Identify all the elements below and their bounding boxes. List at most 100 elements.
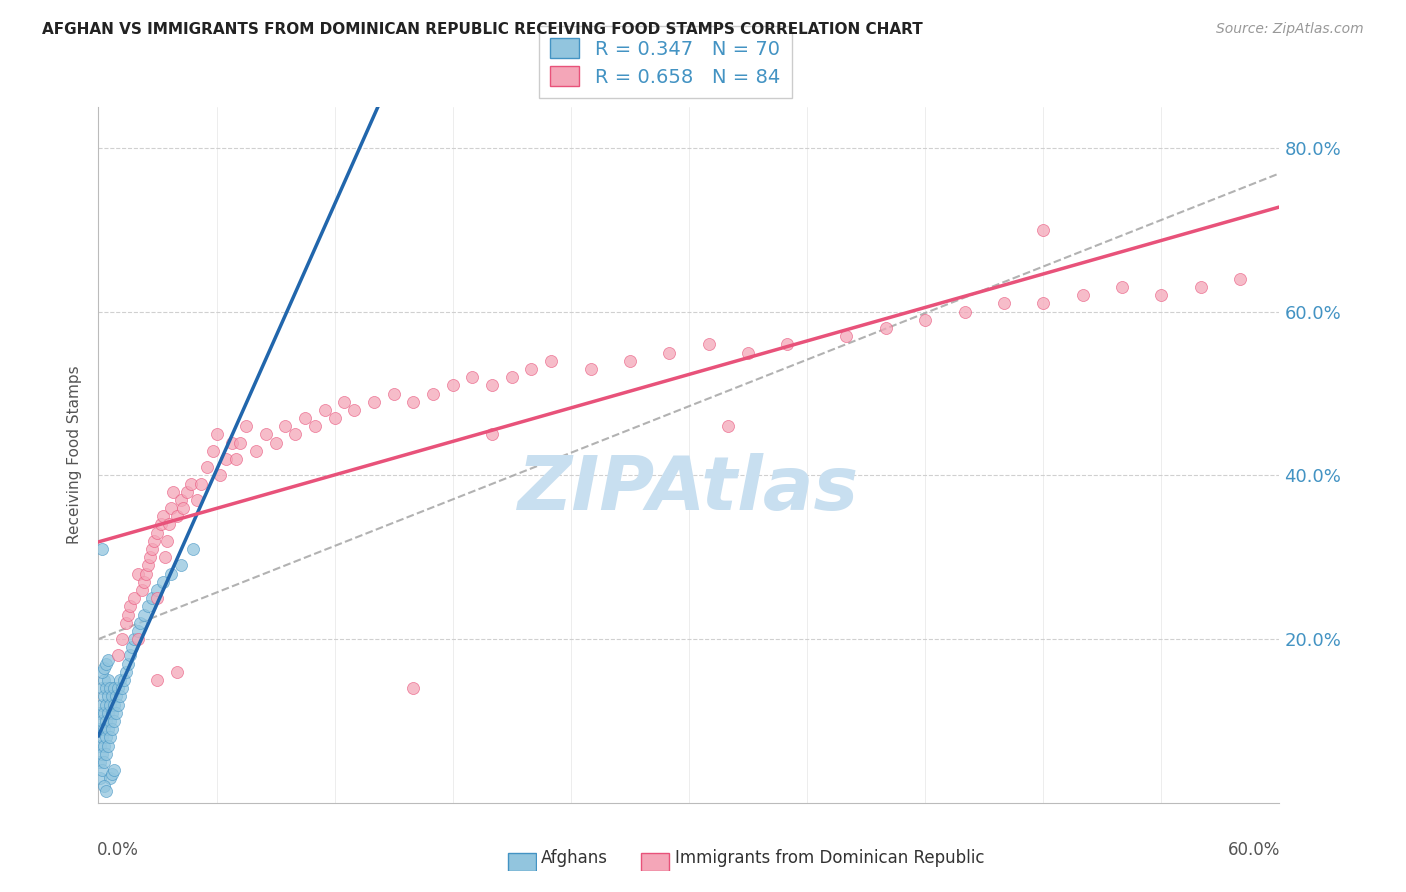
Point (180, 476, 202, 491)
Point (93, 739, 115, 753)
Point (97, 652, 120, 666)
Point (1032, 223, 1054, 237)
Point (776, 337, 799, 351)
Point (540, 353, 562, 368)
Point (284, 427, 307, 442)
Point (96, 731, 118, 745)
Point (152, 509, 174, 524)
Point (97, 722, 120, 736)
Point (91, 763, 114, 777)
Point (481, 378, 503, 392)
Point (118, 599, 141, 614)
Point (294, 411, 316, 425)
Point (737, 345, 759, 359)
Point (127, 632, 149, 646)
Point (235, 419, 257, 434)
Point (96, 681, 118, 696)
Text: Source: ZipAtlas.com: Source: ZipAtlas.com (1216, 22, 1364, 37)
Point (333, 394, 356, 409)
Point (91, 681, 114, 696)
Point (176, 484, 198, 499)
Text: Afghans: Afghans (541, 849, 609, 867)
Point (1071, 288, 1094, 302)
Point (195, 460, 218, 475)
Point (422, 386, 444, 401)
Point (402, 681, 425, 696)
Point (89, 722, 111, 736)
Point (402, 394, 425, 409)
Point (115, 615, 138, 630)
Point (382, 386, 405, 401)
Point (96, 747, 118, 761)
Point (152, 574, 174, 589)
Point (172, 501, 194, 516)
Point (160, 501, 183, 516)
Point (108, 673, 131, 687)
Point (717, 419, 740, 434)
Point (501, 370, 523, 384)
Point (481, 427, 503, 442)
Point (103, 698, 125, 712)
Point (101, 722, 124, 736)
Point (91, 665, 114, 679)
Point (107, 648, 129, 663)
Point (98, 771, 121, 785)
Point (186, 492, 208, 507)
Point (132, 574, 155, 589)
Point (190, 476, 212, 491)
Point (89, 739, 111, 753)
Point (835, 329, 858, 343)
Point (91, 698, 114, 712)
Text: Immigrants from Dominican Republic: Immigrants from Dominican Republic (675, 849, 984, 867)
Point (128, 615, 150, 630)
Point (91, 714, 114, 728)
Point (875, 321, 897, 335)
Point (127, 624, 149, 638)
Point (97, 690, 120, 704)
Legend: R = 0.347   N = 70, R = 0.658   N = 84: R = 0.347 N = 70, R = 0.658 N = 84 (538, 26, 792, 98)
Point (93, 722, 115, 736)
Point (107, 681, 129, 696)
Point (122, 591, 145, 606)
Point (107, 698, 129, 712)
Point (520, 362, 543, 376)
Point (98, 681, 121, 696)
Point (461, 370, 484, 384)
Point (118, 648, 141, 663)
Point (343, 403, 366, 417)
Text: 60.0%: 60.0% (1229, 841, 1281, 859)
Point (105, 706, 128, 720)
Point (91, 747, 114, 761)
Point (150, 517, 173, 532)
Point (146, 591, 169, 606)
Point (264, 435, 287, 450)
Point (93, 661, 115, 675)
Point (136, 599, 159, 614)
Point (97, 706, 120, 720)
Point (441, 378, 464, 392)
Point (112, 673, 135, 687)
Point (1150, 288, 1173, 302)
Point (146, 582, 169, 597)
Point (89, 706, 111, 720)
Point (91, 731, 114, 745)
Point (96, 657, 118, 671)
Point (117, 657, 139, 671)
Point (108, 690, 131, 704)
Point (96, 783, 118, 797)
Point (93, 780, 115, 794)
Text: 0.0%: 0.0% (97, 841, 139, 859)
Point (127, 566, 149, 581)
Text: ZIPAtlas: ZIPAtlas (519, 453, 859, 526)
Point (91, 542, 114, 557)
Point (93, 690, 115, 704)
Text: AFGHAN VS IMMIGRANTS FROM DOMINICAN REPUBLIC RECEIVING FOOD STAMPS CORRELATION C: AFGHAN VS IMMIGRANTS FROM DOMINICAN REPU… (42, 22, 922, 37)
Point (115, 665, 138, 679)
Point (89, 771, 111, 785)
Point (103, 763, 125, 777)
Point (97, 739, 120, 753)
Point (141, 591, 163, 606)
Point (323, 411, 346, 425)
Point (103, 714, 125, 728)
Point (103, 681, 125, 696)
